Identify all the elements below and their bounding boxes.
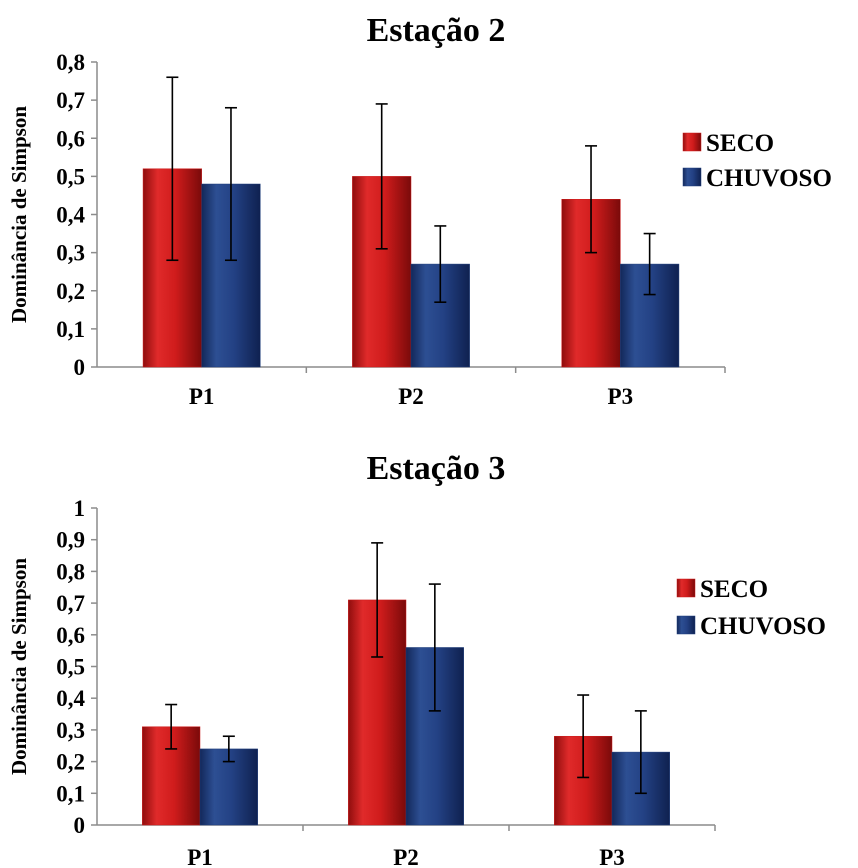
y-tick-label: 0,3	[56, 718, 85, 743]
chart-title: Estação 2	[367, 12, 506, 49]
legend-swatch-seco	[682, 132, 702, 152]
y-tick-label: 0,6	[56, 126, 85, 151]
x-category-label: P3	[608, 384, 634, 409]
y-tick-label: 0,8	[56, 50, 85, 75]
legend-label-seco: SECO	[706, 130, 774, 157]
y-tick-label: 0,4	[56, 686, 85, 711]
y-axis-label: Dominância de Simpson	[7, 558, 31, 775]
y-tick-label: 0,8	[56, 559, 85, 584]
x-category-label: P3	[599, 845, 625, 868]
bar-chart-estacao-3: Estação 3 Dominância de Simpson 0 0,1 0,2 0,3…	[7, 450, 826, 868]
chart-title: Estação 3	[367, 450, 506, 487]
y-tick-label: 0,2	[56, 279, 85, 304]
y-tick-label: 0,5	[56, 655, 85, 680]
legend-label-chuvoso: CHUVOSO	[706, 165, 832, 192]
y-tick-label: 0,7	[56, 88, 85, 113]
y-tick-label: 0,7	[56, 591, 85, 616]
y-axis-label: Dominância de Simpson	[7, 106, 31, 323]
legend-swatch-chuvoso	[676, 615, 696, 635]
y-tick-label: 0,4	[56, 203, 85, 228]
y-tick-label: 0,1	[56, 781, 85, 806]
legend-label-chuvoso: CHUVOSO	[700, 613, 826, 640]
chart-estacao-2: Estação 2 Dominância de Simpson 0 0,1 0,2 0,3…	[0, 0, 858, 432]
y-tick-label: 0	[74, 813, 86, 838]
y-tick-label: 1	[74, 496, 86, 521]
x-category-label: P1	[187, 845, 213, 868]
y-tick-label: 0,3	[56, 241, 85, 266]
chart-estacao-3: Estação 3 Dominância de Simpson 0 0,1 0,2 0,3…	[0, 432, 858, 868]
x-category-label: P1	[189, 384, 215, 409]
legend-swatch-chuvoso	[682, 167, 702, 187]
y-tick-label: 0,6	[56, 623, 85, 648]
legend-swatch-seco	[676, 578, 696, 598]
y-tick-label: 0,5	[56, 164, 85, 189]
bar-chart-estacao-2: Estação 2 Dominância de Simpson 0 0,1 0,2 0,3…	[7, 12, 832, 409]
legend-label-seco: SECO	[700, 576, 768, 603]
y-tick-label: 0,2	[56, 750, 85, 775]
y-tick-label: 0	[74, 355, 86, 380]
y-tick-label: 0,1	[56, 317, 85, 342]
x-category-label: P2	[393, 845, 419, 868]
x-category-label: P2	[398, 384, 424, 409]
y-tick-label: 0,9	[56, 528, 85, 553]
